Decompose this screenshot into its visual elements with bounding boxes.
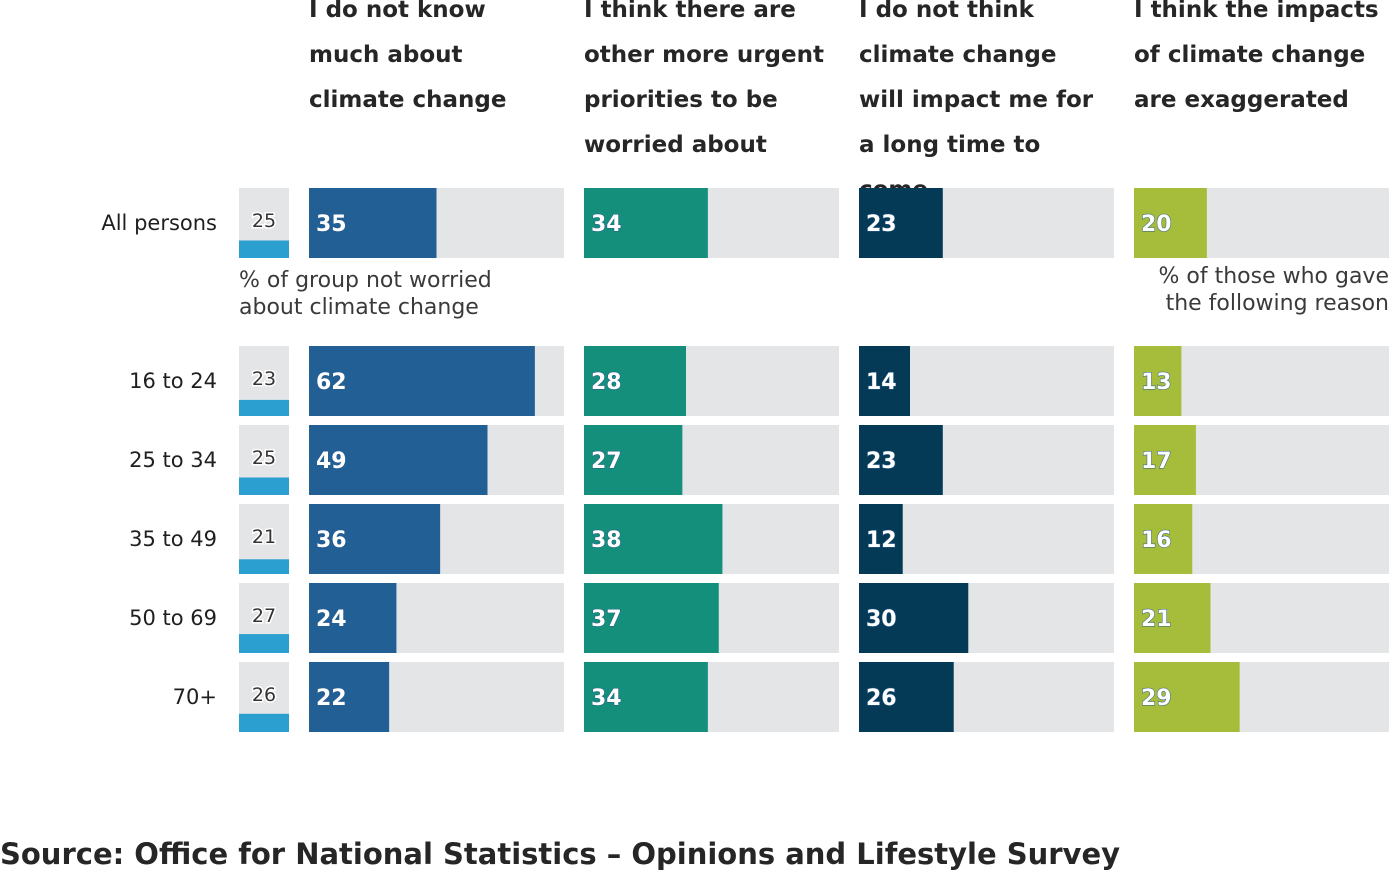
bar-value-label: 12 — [866, 528, 897, 553]
row-label-16-to-24: 16 to 24 — [129, 369, 217, 393]
bar-value-label: 23 — [866, 449, 897, 474]
bar — [309, 504, 441, 574]
bar-value-label: 22 — [316, 686, 347, 711]
bar — [584, 504, 723, 574]
bar-value-label: 34 — [591, 212, 622, 237]
bar-value-label: 21 — [1141, 607, 1172, 632]
not-worried-bar — [239, 713, 289, 732]
bar-value-label: 16 — [1141, 528, 1172, 553]
column-header-2: I think there are other more urgent prio… — [584, 0, 824, 158]
bar — [1134, 504, 1193, 574]
column-header-4: I think the impacts of climate change ar… — [1134, 0, 1379, 113]
bar — [1134, 583, 1211, 653]
bar — [309, 346, 535, 416]
bar — [859, 583, 969, 653]
not-worried-bar — [239, 240, 289, 258]
not-worried-bar — [239, 399, 289, 416]
bar — [859, 504, 903, 574]
bar — [584, 346, 686, 416]
not-worried-bar — [239, 477, 289, 495]
not-worried-value-label: 25 — [252, 210, 276, 232]
bar-value-label: 26 — [866, 686, 897, 711]
bar — [859, 425, 943, 495]
bar-value-label: 36 — [316, 528, 347, 553]
bar-value-label: 17 — [1141, 449, 1172, 474]
bar — [1134, 425, 1196, 495]
bar-value-label: 49 — [316, 449, 347, 474]
not-worried-value-label: 21 — [252, 526, 276, 548]
bar-value-label: 24 — [316, 607, 347, 632]
bar — [309, 425, 488, 495]
bar-value-label: 23 — [866, 212, 897, 237]
row-label-70-plus: 70+ — [172, 685, 217, 709]
bar-value-label: 20 — [1141, 212, 1172, 237]
not-worried-value-label: 27 — [252, 605, 276, 627]
bar — [1134, 346, 1182, 416]
bar — [1134, 662, 1240, 732]
bar — [859, 346, 910, 416]
not-worried-value-label: 23 — [252, 368, 276, 390]
bar-value-label: 62 — [316, 370, 347, 395]
bar — [309, 583, 397, 653]
not-worried-bar — [239, 634, 289, 653]
row-label-all-persons: All persons — [101, 211, 217, 235]
not-worried-value-label: 26 — [252, 684, 276, 706]
bar-value-label: 14 — [866, 370, 897, 395]
reason-note: % of those who gave the following reason — [1158, 264, 1389, 316]
bar-value-label: 13 — [1141, 370, 1172, 395]
bar — [859, 188, 943, 258]
bar-value-label: 34 — [591, 686, 622, 711]
row-label-35-to-49: 35 to 49 — [129, 527, 217, 551]
not-worried-value-label: 25 — [252, 447, 276, 469]
bar — [309, 662, 390, 732]
bar-value-label: 38 — [591, 528, 622, 553]
column-header-1: I do not know much about climate change — [309, 0, 507, 113]
bar-value-label: 29 — [1141, 686, 1172, 711]
bar-value-label: 37 — [591, 607, 622, 632]
bar — [309, 188, 437, 258]
not-worried-note: % of group not worried about climate cha… — [239, 268, 492, 320]
row-label-25-to-34: 25 to 34 — [129, 448, 217, 472]
bar — [584, 188, 708, 258]
bar-value-label: 30 — [866, 607, 897, 632]
bar — [859, 662, 954, 732]
bar — [1134, 188, 1207, 258]
bar — [584, 425, 683, 495]
bar — [584, 583, 719, 653]
bar-value-label: 27 — [591, 449, 622, 474]
not-worried-bar — [239, 559, 289, 574]
source-note: Source: Office for National Statistics –… — [0, 837, 1121, 871]
bar-value-label: 35 — [316, 212, 347, 237]
row-label-50-to-69: 50 to 69 — [129, 606, 217, 630]
bar-value-label: 28 — [591, 370, 622, 395]
bar — [584, 662, 708, 732]
